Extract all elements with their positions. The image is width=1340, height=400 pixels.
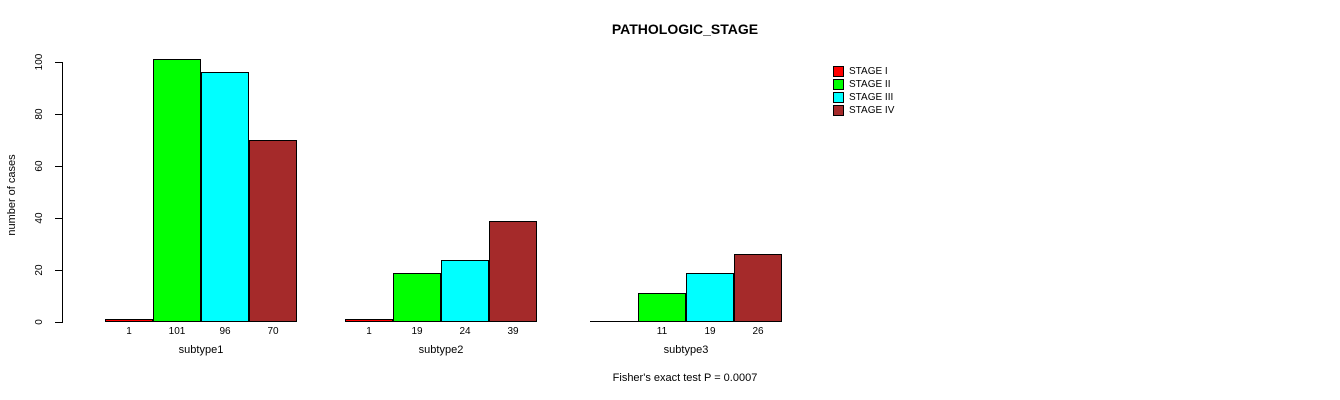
legend-label: STAGE II bbox=[849, 79, 891, 90]
bar-value-label: 1 bbox=[126, 326, 132, 337]
bar bbox=[249, 140, 297, 322]
bar bbox=[441, 260, 489, 322]
legend-swatch bbox=[833, 79, 844, 90]
bar-value-label: 24 bbox=[459, 326, 471, 337]
bar-value-label: 11 bbox=[656, 326, 668, 337]
y-tick bbox=[55, 166, 62, 167]
bar bbox=[105, 319, 153, 322]
y-tick bbox=[55, 114, 62, 115]
y-tick-label: 100 bbox=[34, 53, 45, 71]
bar bbox=[201, 72, 249, 322]
legend-swatch bbox=[833, 66, 844, 77]
legend-item: STAGE IV bbox=[833, 104, 894, 117]
legend-label: STAGE IV bbox=[849, 105, 895, 116]
legend-label: STAGE I bbox=[849, 66, 888, 77]
bar-value-label: 19 bbox=[411, 326, 423, 337]
y-tick bbox=[55, 270, 62, 271]
legend-item: STAGE I bbox=[833, 65, 894, 78]
y-tick bbox=[55, 62, 62, 63]
bar-value-label: 96 bbox=[219, 326, 231, 337]
bar-value-label: 70 bbox=[267, 326, 279, 337]
bar bbox=[734, 254, 782, 322]
y-tick-label: 0 bbox=[34, 319, 45, 325]
bar-value-label: 39 bbox=[507, 326, 519, 337]
y-tick-label: 40 bbox=[34, 212, 45, 224]
y-tick bbox=[55, 322, 62, 323]
category-label: subtype2 bbox=[418, 344, 464, 356]
legend-swatch bbox=[833, 92, 844, 103]
bar bbox=[153, 59, 201, 322]
category-label: subtype3 bbox=[663, 344, 709, 356]
y-tick bbox=[55, 218, 62, 219]
bar-value-label: 101 bbox=[168, 326, 186, 337]
chart-title: PATHOLOGIC_STAGE bbox=[611, 21, 759, 37]
y-tick-label: 60 bbox=[34, 160, 45, 172]
annotation-text: Fisher's exact test P = 0.0007 bbox=[612, 372, 758, 384]
bar-zero bbox=[590, 321, 638, 322]
bar bbox=[489, 221, 537, 322]
bar bbox=[345, 319, 393, 322]
legend-item: STAGE II bbox=[833, 78, 894, 91]
y-axis-line bbox=[62, 62, 63, 323]
category-label: subtype1 bbox=[178, 344, 224, 356]
bar bbox=[638, 293, 686, 322]
bar-value-label: 19 bbox=[704, 326, 716, 337]
bar bbox=[393, 273, 441, 322]
bar-value-label: 26 bbox=[752, 326, 764, 337]
y-tick-label: 20 bbox=[34, 264, 45, 276]
bar bbox=[686, 273, 734, 322]
legend: STAGE I STAGE II STAGE III STAGE IV bbox=[833, 65, 894, 117]
y-tick-label: 80 bbox=[34, 108, 45, 120]
legend-swatch bbox=[833, 105, 844, 116]
bar-value-label: 1 bbox=[366, 326, 372, 337]
legend-label: STAGE III bbox=[849, 92, 894, 103]
legend-item: STAGE III bbox=[833, 91, 894, 104]
